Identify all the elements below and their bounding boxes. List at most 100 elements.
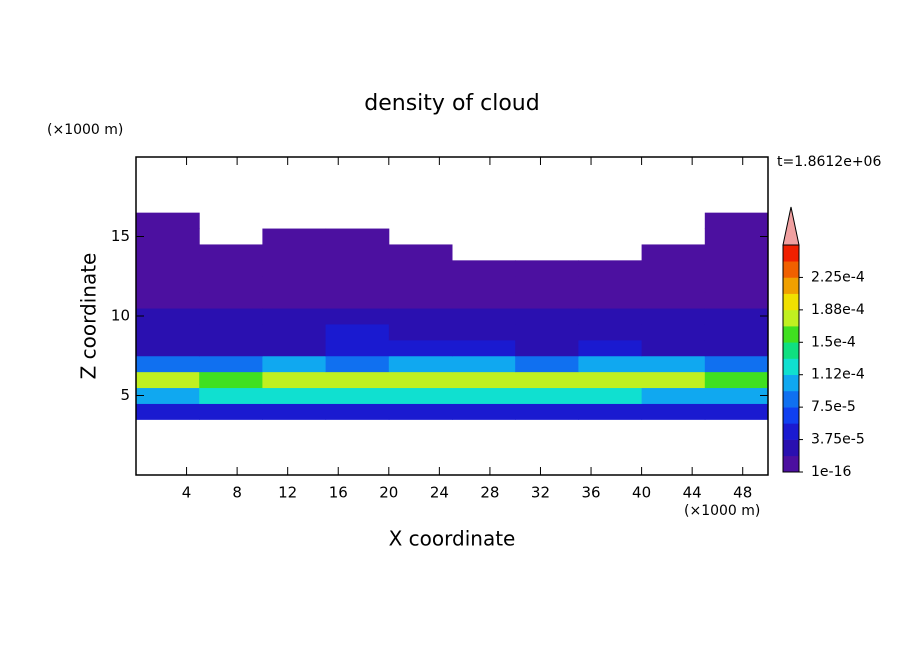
contour-cell	[136, 371, 200, 389]
x-tick-label: 48	[733, 484, 752, 502]
contour-cell	[136, 212, 200, 230]
contour-cell	[452, 339, 516, 357]
chart-title: density of cloud	[364, 91, 539, 116]
y-tick-label: 10	[111, 307, 130, 325]
contour-cell	[325, 228, 390, 245]
contour-cell	[641, 260, 706, 277]
contour-cell	[199, 308, 263, 325]
contour-cell	[515, 387, 579, 404]
contour-cell	[452, 387, 516, 404]
time-label: t=1.8612e+06	[777, 154, 881, 170]
contour-cell	[262, 308, 327, 325]
colorbar-tick-label: 1.12e-4	[811, 367, 865, 383]
colorbar-tick-label: 1.88e-4	[811, 302, 865, 318]
contour-cell	[388, 355, 453, 373]
contour-cell	[136, 387, 200, 404]
contour-cell	[704, 387, 769, 404]
contour-cell	[136, 339, 200, 357]
contour-cell	[262, 276, 327, 293]
contour-cell	[199, 387, 263, 404]
contour-cell	[641, 403, 706, 420]
contour-cell	[578, 276, 643, 293]
x-tick-label: 16	[329, 484, 348, 502]
contour-cell	[578, 260, 643, 277]
contour-cell	[136, 292, 200, 309]
x-unit: (×1000 m)	[684, 503, 760, 519]
contour-cell	[515, 292, 579, 309]
contour-cell	[199, 355, 263, 373]
contour-cell	[704, 308, 769, 325]
contour-cell	[578, 355, 643, 373]
colorbar-band	[783, 293, 799, 311]
colorbar-band	[783, 261, 799, 278]
contour-cell	[262, 323, 327, 341]
contour-cell	[388, 339, 453, 357]
colorbar-tick-label: 2.25e-4	[811, 269, 865, 285]
contour-cell	[262, 403, 327, 420]
y-tick-label: 15	[111, 227, 130, 245]
contour-cell	[641, 371, 706, 389]
contour-cell	[325, 339, 390, 357]
x-tick-label: 44	[683, 484, 702, 502]
contour-cell	[262, 292, 327, 309]
contour-cell	[199, 371, 263, 389]
contour-cell	[388, 371, 453, 389]
contour-cell	[136, 355, 200, 373]
contour-cell	[136, 228, 200, 245]
contour-cell	[388, 323, 453, 341]
x-tick-label: 4	[182, 484, 192, 502]
contour-cell	[578, 403, 643, 420]
colorbar-tick-label: 1.5e-4	[811, 334, 856, 350]
contour-cell	[452, 371, 516, 389]
contour-cell	[641, 387, 706, 404]
contour-cell	[199, 244, 263, 261]
contour-cell	[199, 403, 263, 420]
contour-cell	[641, 308, 706, 325]
contour-cell	[641, 355, 706, 373]
contour-cell	[515, 276, 579, 293]
contour-cell	[641, 323, 706, 341]
y-tick-label: 5	[120, 386, 130, 404]
contour-cell	[136, 260, 200, 277]
contour-cell	[136, 308, 200, 325]
contour-cell	[199, 260, 263, 277]
contour-cell	[262, 339, 327, 357]
x-tick-label: 36	[581, 484, 600, 502]
colorbar-band	[783, 423, 799, 440]
contour-cell	[325, 355, 390, 373]
contour-cell	[388, 276, 453, 293]
colorbar-band	[783, 439, 799, 457]
contour-cell	[515, 371, 579, 389]
contour-cell	[515, 355, 579, 373]
x-tick-label: 20	[379, 484, 398, 502]
colorbar-tick-label: 3.75e-5	[811, 432, 865, 448]
colorbar-band	[783, 245, 799, 262]
contour-cell	[515, 260, 579, 277]
contour-cell	[262, 371, 327, 389]
colorbar-band	[783, 374, 799, 392]
contour-cell	[199, 276, 263, 293]
contour-cell	[704, 403, 769, 420]
contour-cell	[452, 276, 516, 293]
x-axis-label: X coordinate	[389, 527, 516, 551]
contour-cell	[388, 292, 453, 309]
contour-cell	[578, 292, 643, 309]
contour-cell	[452, 403, 516, 420]
x-tick-label: 40	[632, 484, 651, 502]
colorbar-band	[783, 277, 799, 294]
x-tick-label: 32	[531, 484, 550, 502]
x-tick-label: 28	[480, 484, 499, 502]
contour-cell	[388, 387, 453, 404]
contour-cell	[262, 244, 327, 261]
contour-cell	[704, 339, 769, 357]
x-tick-label: 12	[278, 484, 297, 502]
contour-cell	[325, 387, 390, 404]
colorbar-tick-label: 1e-16	[811, 464, 851, 480]
colorbar-band	[783, 407, 799, 424]
contour-cell	[136, 244, 200, 261]
contour-cell	[515, 339, 579, 357]
x-tick-label: 8	[232, 484, 242, 502]
contour-cell	[262, 355, 327, 373]
contour-cell	[578, 387, 643, 404]
